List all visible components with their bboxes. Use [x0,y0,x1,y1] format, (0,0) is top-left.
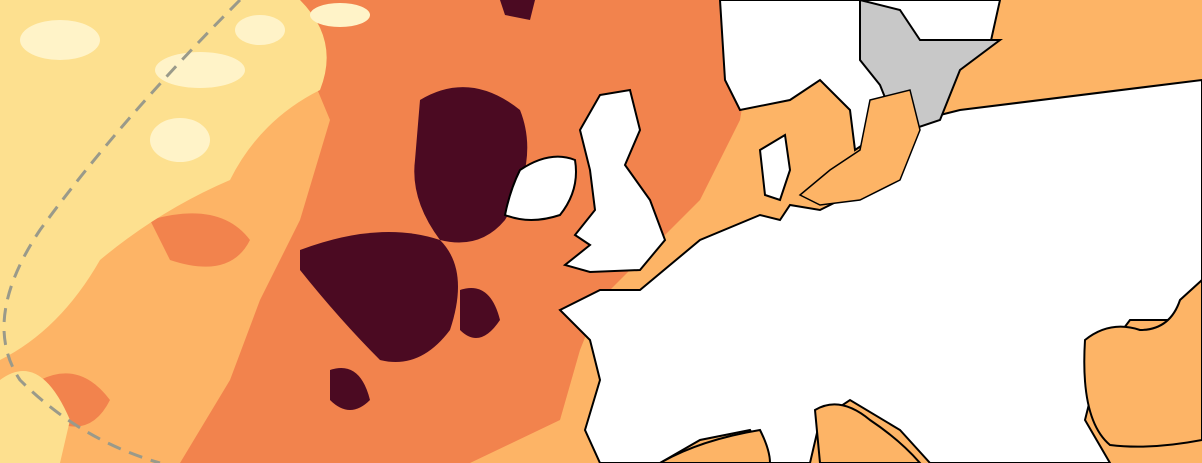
great-britain [562,88,667,274]
ocean-very-high-regions [300,0,535,410]
ireland [503,155,577,221]
ocean-very-low-regions [20,3,370,162]
denmark [758,133,792,202]
mediterranean-regions [657,278,1202,463]
ocean-low-regions [0,0,327,463]
baltic-sea-region [798,89,921,206]
dashed-boundary-line [2,0,242,463]
